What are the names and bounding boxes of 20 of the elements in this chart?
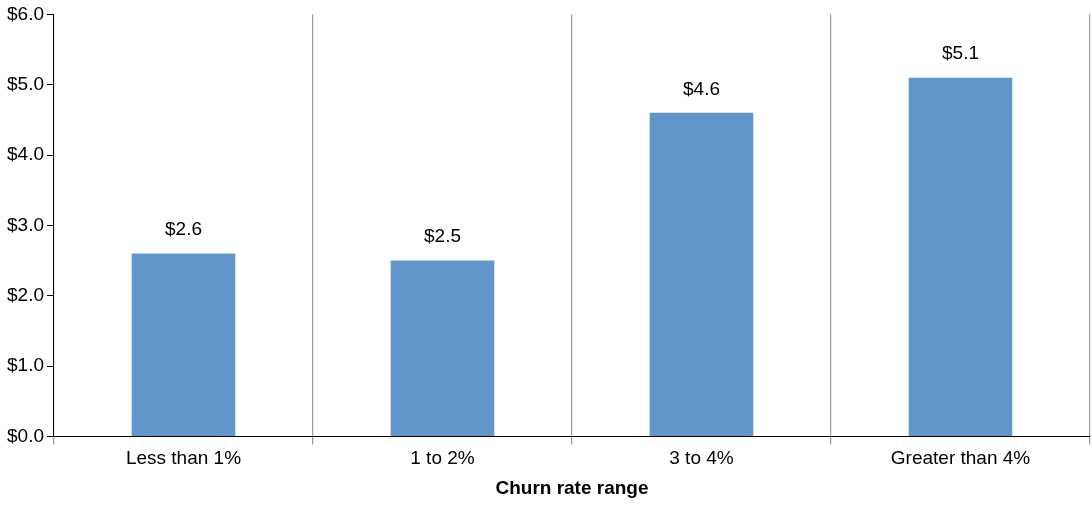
x-tick-label: 3 to 4% [669,447,734,469]
y-tick-label: $3.0 [7,213,44,235]
y-tick-label: $4.0 [7,143,44,165]
data-label: $2.5 [423,225,461,247]
y-tick-label: $0.0 [7,424,44,446]
x-tick-label: Less than 1% [125,447,242,469]
bar [390,260,495,436]
x-axis-title: Churn rate range [495,476,649,498]
data-label: $2.6 [164,218,202,240]
y-tick-label: $2.0 [7,283,44,305]
bar [908,77,1013,436]
data-label: $5.1 [942,42,979,64]
data-label: $4.6 [683,77,720,99]
x-tick-label: Greater than 4% [890,447,1031,469]
y-tick-label: $6.0 [7,2,44,24]
y-tick-label: $5.0 [7,72,44,94]
x-tick-label: 1 to 2% [410,447,475,469]
bar [131,253,236,436]
bar [649,112,754,436]
y-tick-label: $1.0 [7,354,44,376]
